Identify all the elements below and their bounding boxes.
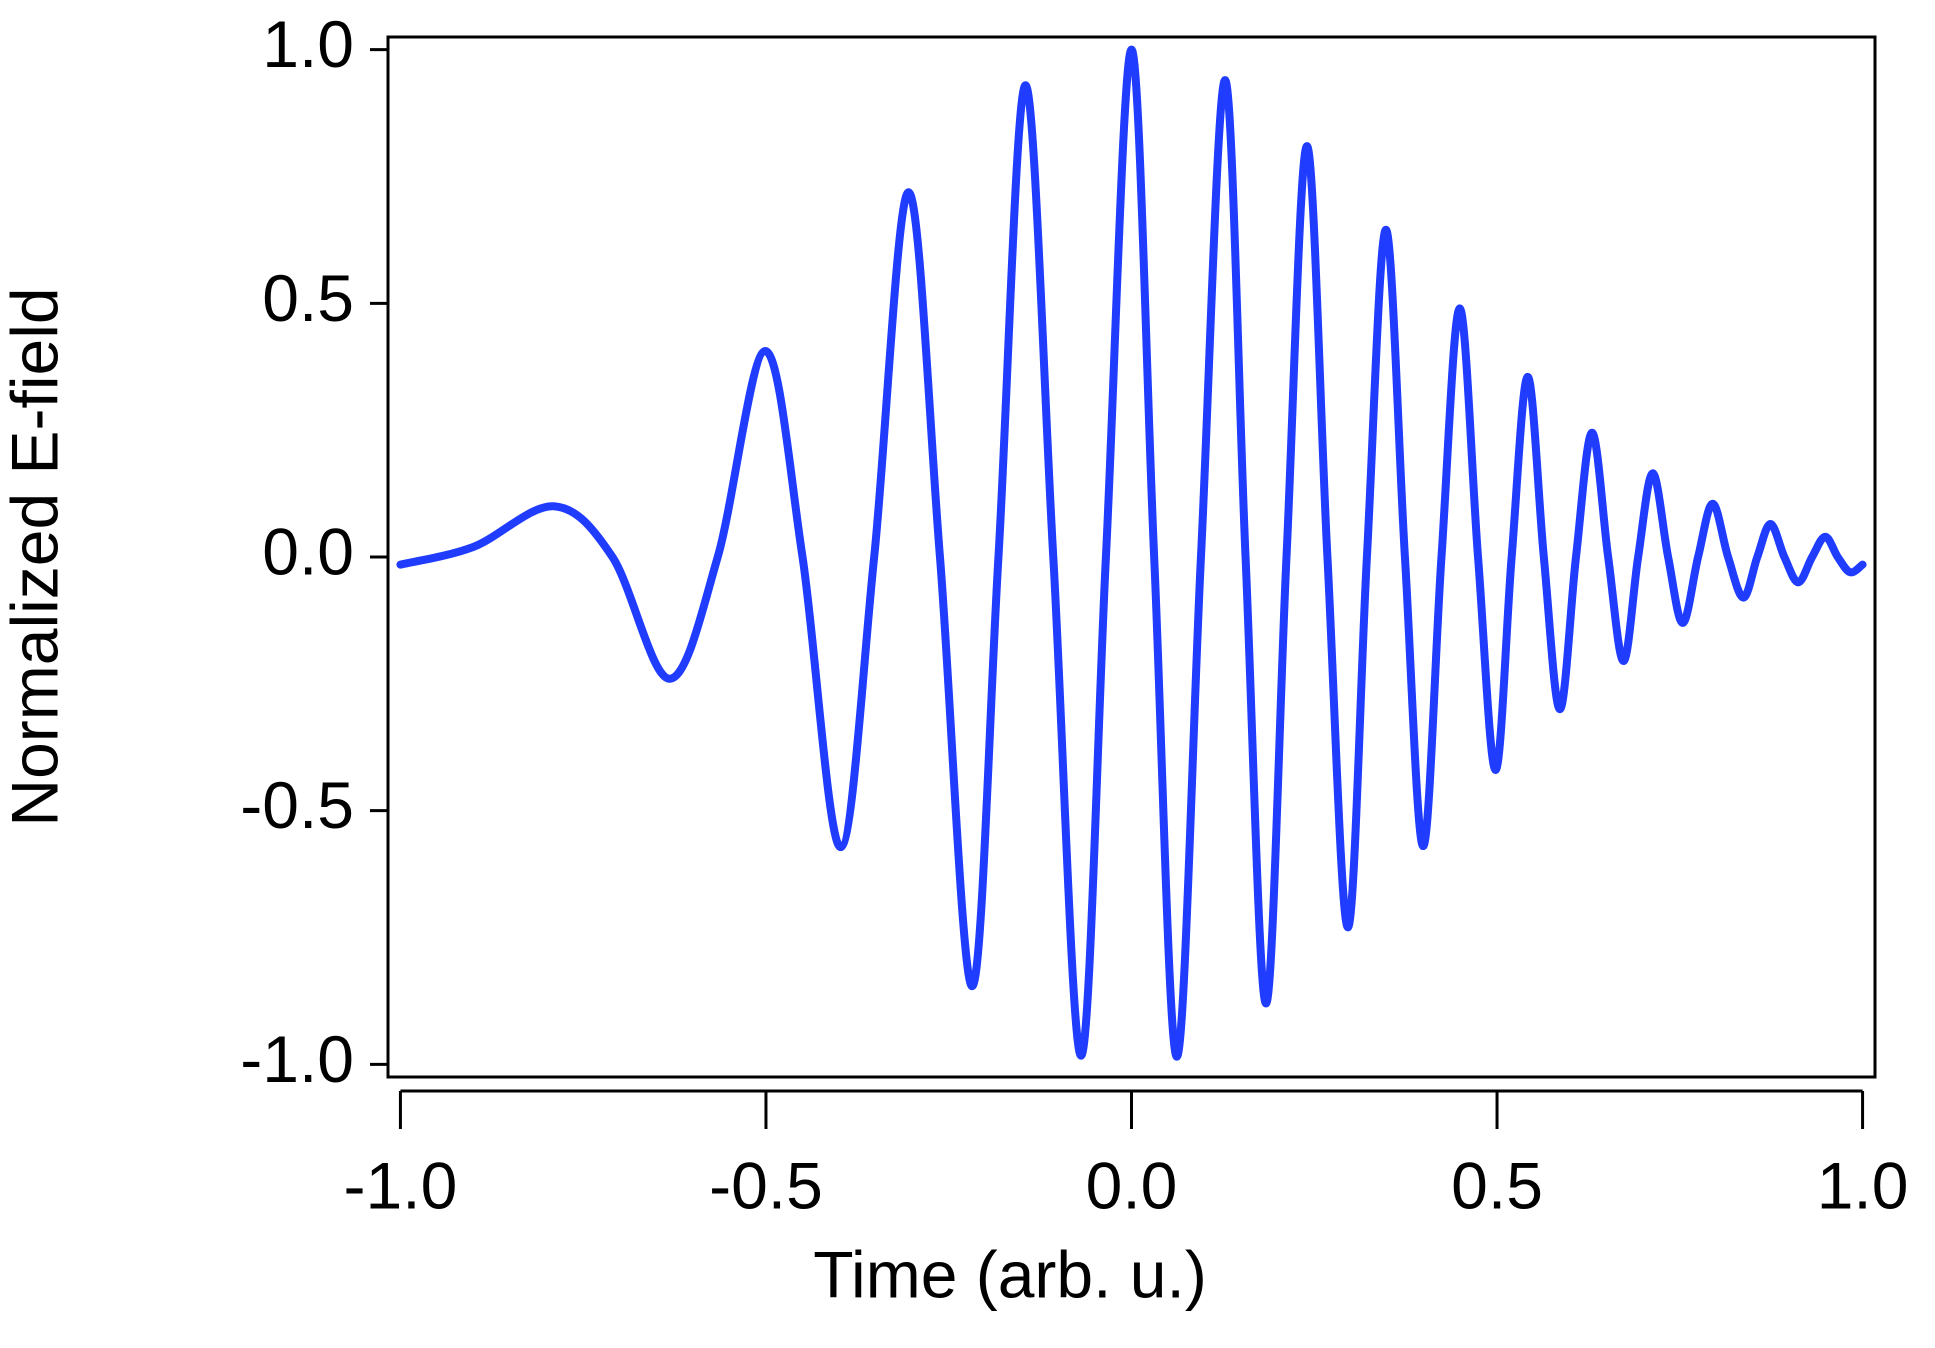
x-tick-label: 0.0 xyxy=(1086,1148,1178,1222)
y-tick-label: 0.0 xyxy=(262,514,354,588)
x-tick-label: -1.0 xyxy=(344,1148,458,1222)
y-tick-label: 0.5 xyxy=(262,261,354,335)
y-tick-label: -1.0 xyxy=(240,1022,354,1096)
y-axis-label: Normalized E-field xyxy=(0,287,71,826)
x-tick-label: 0.5 xyxy=(1451,1148,1543,1222)
x-tick-label: 1.0 xyxy=(1817,1148,1909,1222)
data-line xyxy=(396,45,1867,1061)
y-tick-label: -0.5 xyxy=(240,768,354,842)
x-tick-label: -0.5 xyxy=(709,1148,823,1222)
x-axis-label: Time (arb. u.) xyxy=(813,1237,1207,1311)
y-tick-label: 1.0 xyxy=(262,7,354,81)
